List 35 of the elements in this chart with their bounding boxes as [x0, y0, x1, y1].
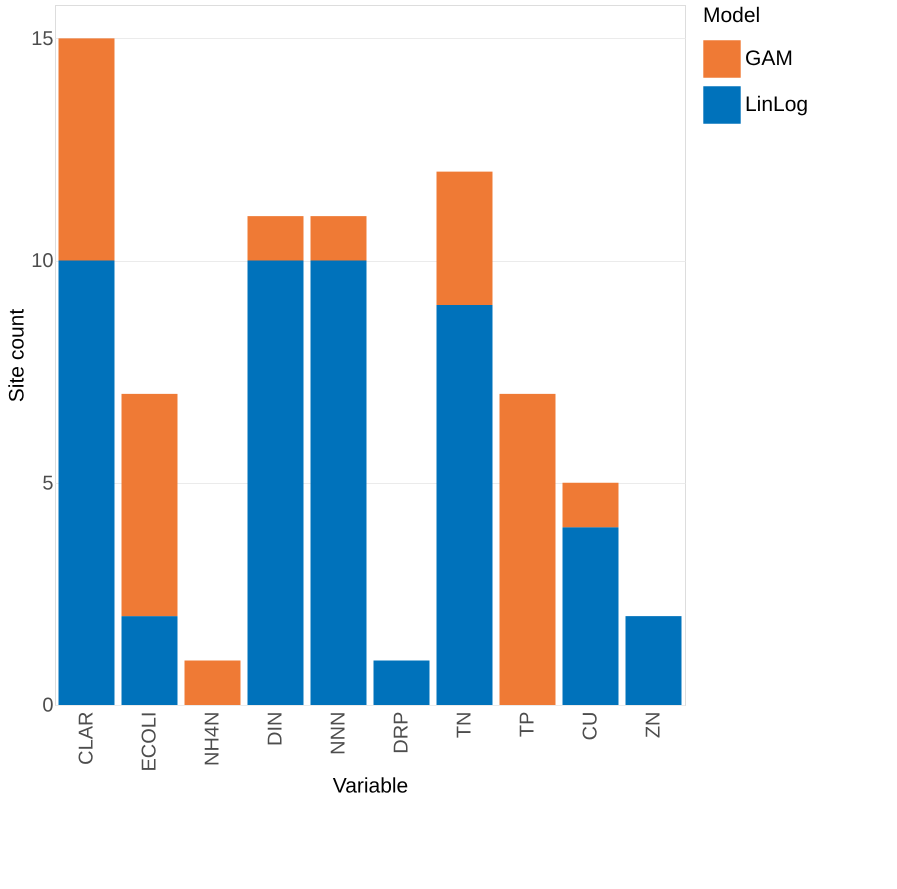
x-tick-label: CLAR	[76, 712, 98, 765]
x-tick-label: TN	[454, 712, 476, 738]
bar	[374, 660, 430, 705]
bar	[436, 305, 492, 705]
bar	[626, 616, 682, 705]
bar	[248, 216, 304, 261]
bar	[122, 616, 178, 705]
bar	[122, 394, 178, 616]
x-tick-label: CU	[580, 712, 602, 740]
bar	[58, 260, 114, 705]
y-tick-label: 5	[42, 472, 54, 494]
x-tick-label: NH4N	[202, 712, 224, 766]
legend-label: GAM	[745, 47, 793, 70]
y-axis-title: Site count	[5, 308, 28, 402]
legend-title: Model	[703, 4, 760, 27]
x-tick-label: ZN	[642, 712, 664, 738]
x-tick-label: DIN	[264, 712, 286, 746]
bar	[562, 482, 618, 528]
x-tick-label: NNN	[328, 712, 350, 755]
bar	[184, 660, 240, 705]
bar	[562, 527, 618, 705]
legend-label: LinLog	[745, 93, 808, 116]
y-tick-label: 15	[31, 28, 54, 50]
x-axis-title: Variable	[332, 774, 408, 798]
bar	[310, 216, 366, 261]
x-tick-label: ECOLI	[138, 712, 160, 772]
bar	[500, 394, 556, 705]
bar	[248, 260, 304, 705]
bar	[310, 260, 366, 705]
bar	[436, 172, 492, 305]
y-tick-label: 10	[31, 250, 54, 272]
y-tick-label: 0	[42, 694, 54, 716]
bar	[58, 38, 114, 261]
x-tick-label: TP	[516, 712, 538, 738]
x-tick-label: DRP	[390, 712, 412, 754]
